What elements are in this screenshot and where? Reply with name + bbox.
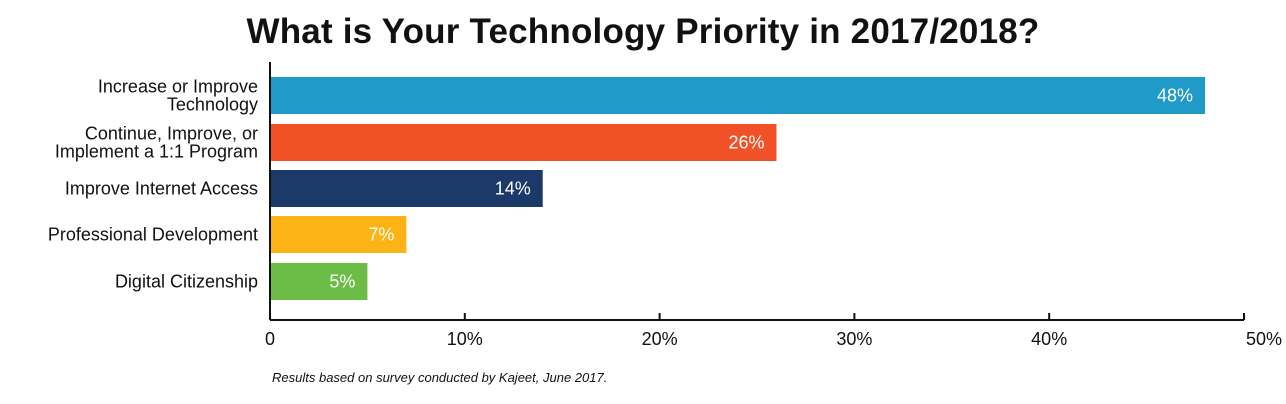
bar <box>270 77 1206 114</box>
category-label: Professional Development <box>48 225 258 245</box>
category-label: Improve Internet Access <box>65 179 258 199</box>
data-label: 5% <box>329 272 355 292</box>
data-label: 26% <box>728 133 764 153</box>
category-label: Increase or Improve Technology <box>98 77 258 115</box>
x-tick-label: 20% <box>642 329 678 349</box>
bar <box>270 263 368 300</box>
data-label: 7% <box>368 225 394 245</box>
chart-title: What is Your Technology Priority in 2017… <box>246 12 1040 51</box>
bars-layer: 48% 26% 14% 7% 5% <box>270 77 1206 300</box>
x-tick-label: 50% <box>1246 329 1282 349</box>
data-label: 48% <box>1157 86 1193 106</box>
x-tick-label: 0 <box>265 329 275 349</box>
x-tick-label: 10% <box>447 329 483 349</box>
x-tick-label: 30% <box>836 329 872 349</box>
x-tick-label: 40% <box>1031 329 1067 349</box>
x-axis: 0 10% 20% 30% 40% 50% <box>265 62 1282 349</box>
bar <box>270 124 777 161</box>
data-label: 14% <box>495 179 531 199</box>
category-label: Digital Citizenship <box>115 272 258 292</box>
footnote: Results based on survey conducted by Kaj… <box>272 370 608 385</box>
bar <box>270 216 407 253</box>
bar <box>270 170 543 207</box>
category-labels-layer: Increase or Improve Technology Continue, I… <box>48 77 258 292</box>
category-label: Continue, Improve, or Implement a 1:1 Pro… <box>55 124 258 162</box>
